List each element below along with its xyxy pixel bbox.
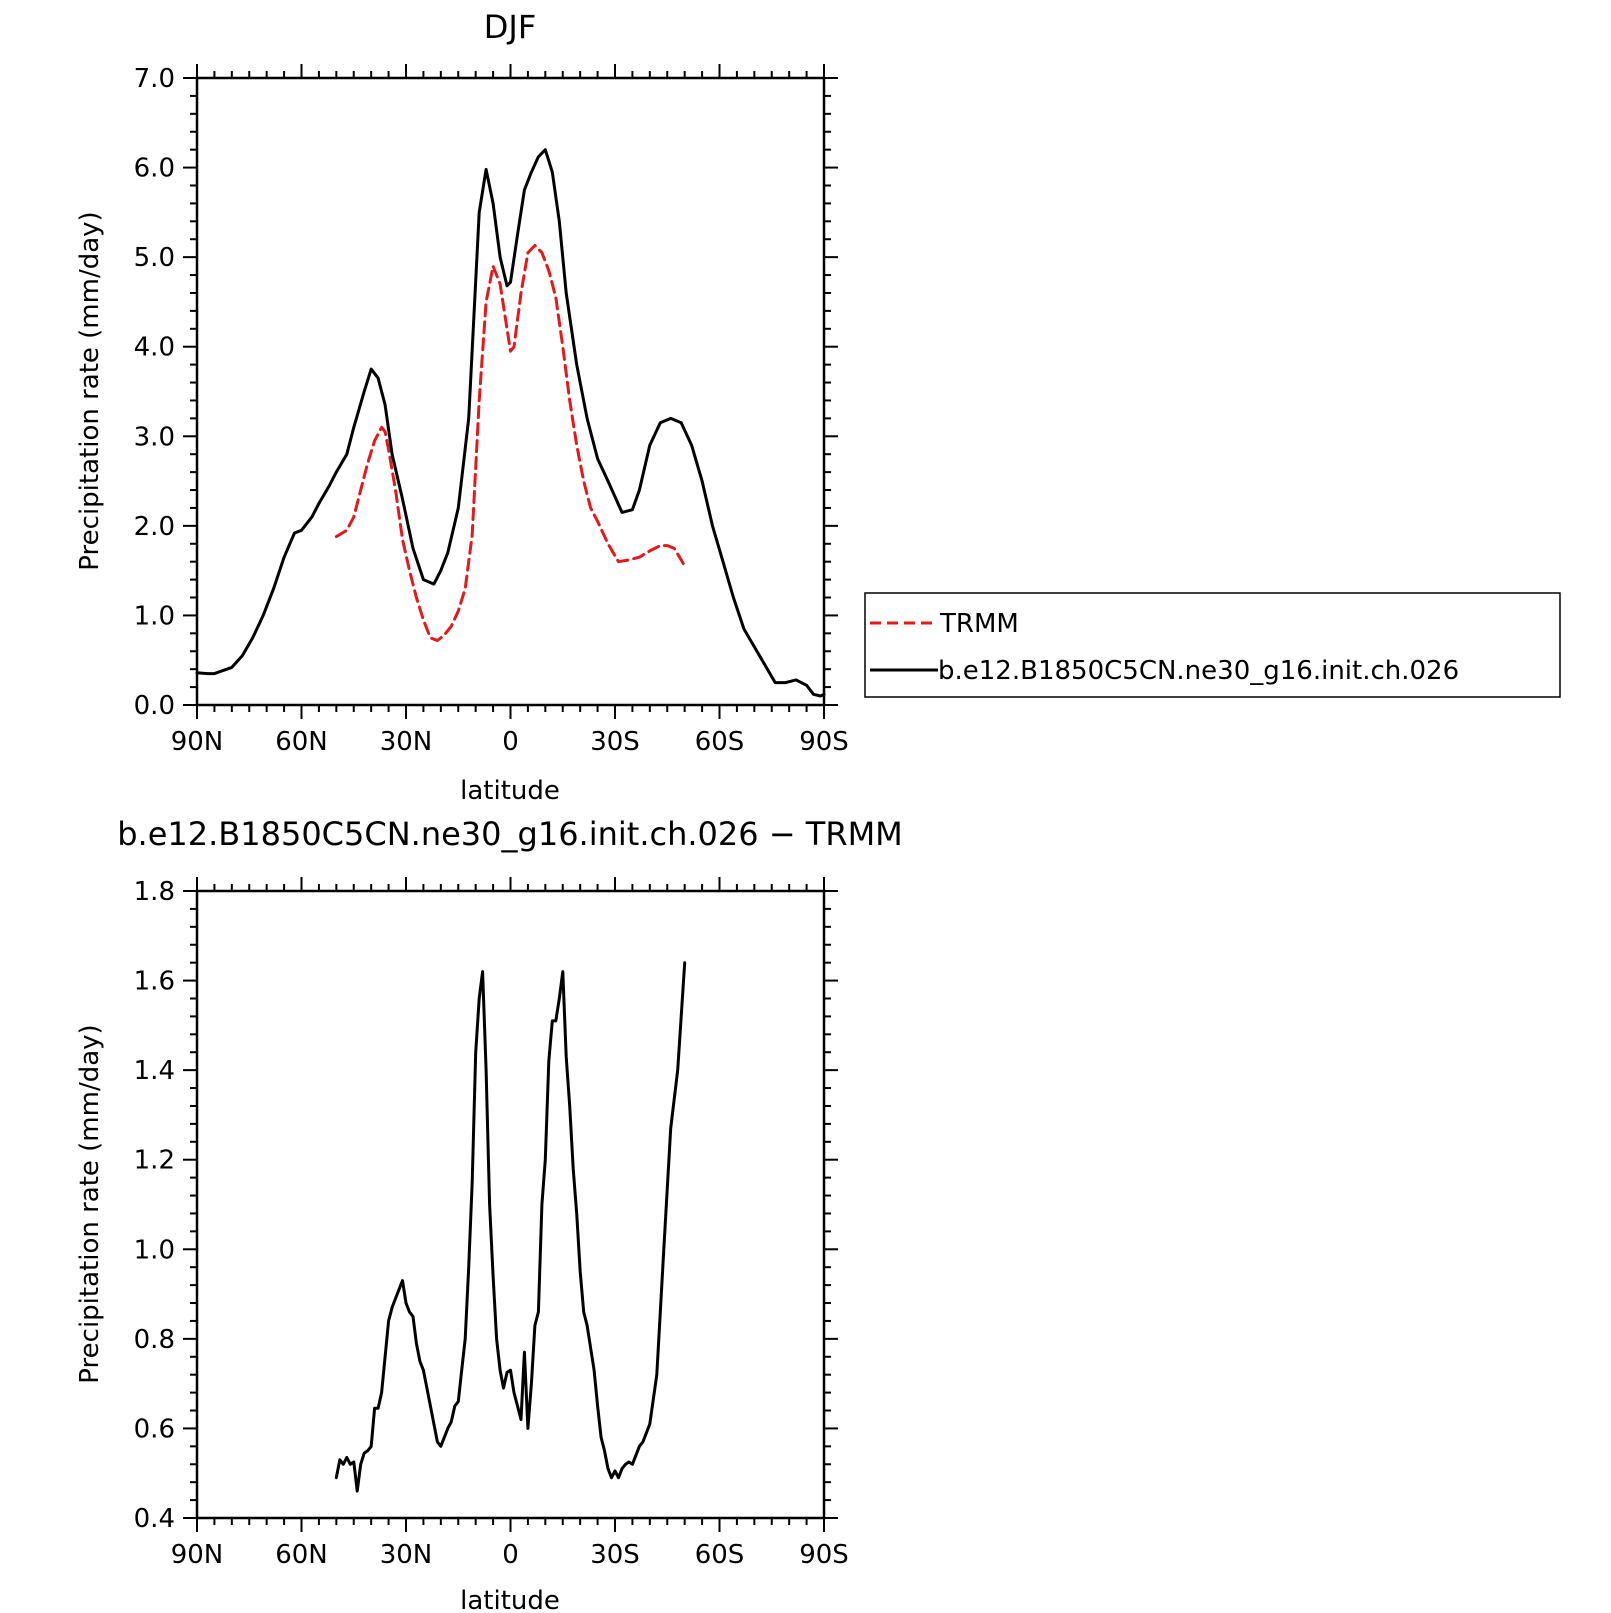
top-x-tick-label: 0 <box>502 727 519 757</box>
bottom-series-group <box>334 961 687 1493</box>
top-axes-group: 90N 60N 30N 0 30S 60S 90S 0.0 1.0 2.0 3.0 4.0 5.0 6.0… <box>134 64 849 757</box>
top-y-tick-label: 7.0 <box>134 64 175 94</box>
bottom-panel: b.e12.B1850C5CN.ne30_g16.init.ch.026 − T… <box>75 815 903 1613</box>
top-x-tick-label: 90N <box>171 727 224 757</box>
top-series-line-1 <box>195 148 826 698</box>
bottom-y-tick-label: 1.0 <box>134 1235 175 1265</box>
bottom-y-axis-label: Precipitation rate (mm/day) <box>75 1024 105 1383</box>
top-x-tick-label: 30S <box>590 727 640 757</box>
top-y-axis-label: Precipitation rate (mm/day) <box>75 211 105 570</box>
top-y-tick-label: 6.0 <box>134 154 175 184</box>
top-y-tick-label: 1.0 <box>134 601 175 631</box>
bottom-x-tick-label: 90N <box>171 1540 224 1570</box>
top-y-tick-label: 5.0 <box>134 243 175 273</box>
bottom-x-tick-label: 60N <box>275 1540 328 1570</box>
top-y-tick-label: 3.0 <box>134 422 175 452</box>
top-panel: DJF 90N 60N 30N 0 30S 60S 90S 0.0 1.0 2.0 3.0 4.0 5.… <box>75 8 1561 806</box>
bottom-y-tick-label: 1.4 <box>134 1056 175 1086</box>
top-x-tick-label: 60S <box>695 727 745 757</box>
bottom-y-tick-label: 1.6 <box>134 967 175 997</box>
bottom-y-tick-label: 0.6 <box>134 1414 175 1444</box>
top-x-tick-label: 90S <box>799 727 849 757</box>
top-y-tick-label: 0.0 <box>134 691 175 721</box>
bottom-y-tick-label: 1.8 <box>134 877 175 907</box>
bottom-x-tick-label: 30N <box>380 1540 433 1570</box>
bottom-axes-group: 90N 60N 30N 0 30S 60S 90S 0.4 0.6 0.8 1.0 1.2 1.4 1.6… <box>134 877 849 1570</box>
bottom-x-tick-label: 60S <box>695 1540 745 1570</box>
bottom-title: b.e12.B1850C5CN.ne30_g16.init.ch.026 − T… <box>117 815 903 853</box>
bottom-x-tick-label: 30S <box>590 1540 640 1570</box>
top-series-group <box>195 148 826 698</box>
legend-box <box>864 592 1561 698</box>
bottom-plot-frame <box>195 889 826 1520</box>
legend-label-trmm: TRMM <box>939 609 1019 639</box>
bottom-y-tick-label: 0.8 <box>134 1325 175 1355</box>
top-x-tick-label: 60N <box>275 727 328 757</box>
top-y-tick-label: 4.0 <box>134 333 175 363</box>
top-plot-frame <box>195 76 826 707</box>
top-title: DJF <box>484 8 536 46</box>
bottom-x-axis-label: latitude <box>460 1586 560 1613</box>
bottom-x-tick-label: 90S <box>799 1540 849 1570</box>
top-x-axis-label: latitude <box>460 776 560 806</box>
top-series-line-0 <box>334 244 687 642</box>
legend-label-model: b.e12.B1850C5CN.ne30_g16.init.ch.026 <box>938 656 1459 686</box>
bottom-y-tick-label: 0.4 <box>134 1504 175 1534</box>
bottom-y-tick-label: 1.2 <box>134 1146 175 1176</box>
top-x-tick-label: 30N <box>380 727 433 757</box>
bottom-x-tick-label: 0 <box>502 1540 519 1570</box>
top-y-tick-label: 2.0 <box>134 512 175 542</box>
bottom-series-line-0 <box>334 961 687 1493</box>
legend: TRMM b.e12.B1850C5CN.ne30_g16.init.ch.02… <box>864 592 1561 698</box>
